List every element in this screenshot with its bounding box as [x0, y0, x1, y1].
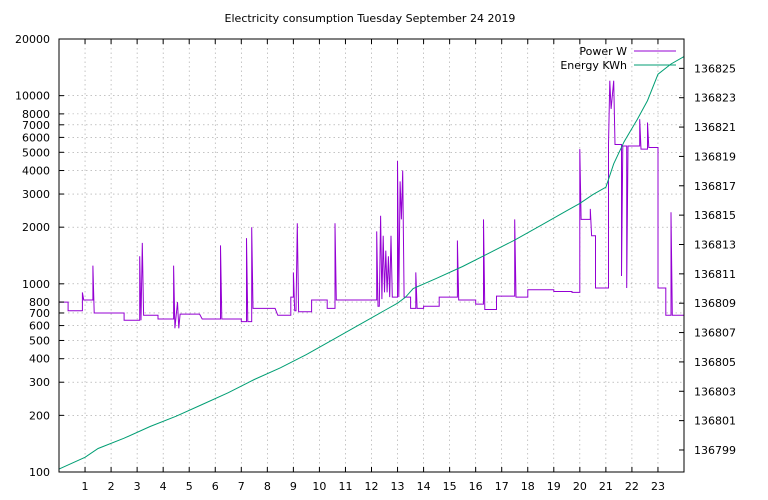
y2-tick-label: 136813	[694, 238, 736, 251]
x-tick-label: 10	[312, 480, 326, 493]
y-tick-label: 200	[29, 409, 50, 422]
y-tick-label: 2000	[22, 221, 50, 234]
legend: Power W Energy KWh	[560, 45, 676, 72]
y-tick-label: 6000	[22, 131, 50, 144]
y-tick-label: 7000	[22, 119, 50, 132]
x-tick-label: 6	[212, 480, 219, 493]
y2-tick-label: 136809	[694, 297, 736, 310]
y2-tick-label: 136825	[694, 62, 736, 75]
y-tick-label: 500	[29, 334, 50, 347]
x-tick-label: 22	[625, 480, 639, 493]
x-tick-label: 13	[391, 480, 405, 493]
y-tick-label: 5000	[22, 146, 50, 159]
x-tick-label: 2	[108, 480, 115, 493]
y-tick-label: 4000	[22, 165, 50, 178]
x-tick-label: 9	[290, 480, 297, 493]
y2-tick-label: 136821	[694, 121, 736, 134]
y-tick-label: 400	[29, 353, 50, 366]
x-tick-label: 18	[521, 480, 535, 493]
y2-tick-label: 136807	[694, 327, 736, 340]
x-tick-label: 11	[338, 480, 352, 493]
x-tick-label: 14	[417, 480, 431, 493]
y-tick-label: 600	[29, 320, 50, 333]
chart-title: Electricity consumption Tuesday Septembe…	[225, 12, 516, 25]
legend-label-power: Power W	[579, 45, 627, 58]
x-tick-label: 16	[469, 480, 483, 493]
y-tick-label: 700	[29, 307, 50, 320]
y-tick-label: 800	[29, 296, 50, 309]
y2-tick-label: 136819	[694, 150, 736, 163]
y2-tick-label: 136801	[694, 415, 736, 428]
y-tick-label: 3000	[22, 188, 50, 201]
y-tick-label: 20000	[15, 33, 50, 46]
axis-layer: 1 2 3 4 5 6 7 8 9 10 11 12 13 14 15 16 17 18 19 20 21 22 23100…	[15, 33, 736, 493]
y-tick-label: 300	[29, 376, 50, 389]
y2-tick-label: 136823	[694, 92, 736, 105]
y2-tick-label: 136811	[694, 268, 736, 281]
legend-label-energy: Energy KWh	[560, 59, 627, 72]
x-tick-label: 5	[186, 480, 193, 493]
x-tick-label: 1	[82, 480, 89, 493]
x-tick-label: 3	[134, 480, 141, 493]
x-tick-label: 19	[547, 480, 561, 493]
y2-tick-label: 136799	[694, 444, 736, 457]
y-tick-label: 10000	[15, 90, 50, 103]
y2-tick-label: 136817	[694, 180, 736, 193]
x-tick-label: 23	[651, 480, 665, 493]
y-tick-label: 1000	[22, 278, 50, 291]
y2-tick-label: 136815	[694, 209, 736, 222]
x-tick-label: 4	[160, 480, 167, 493]
y-tick-label: 100	[29, 466, 50, 479]
x-tick-label: 15	[443, 480, 457, 493]
y2-tick-label: 136803	[694, 385, 736, 398]
x-tick-label: 12	[365, 480, 379, 493]
y-tick-label: 8000	[22, 108, 50, 121]
series-line-energy	[58, 56, 685, 470]
y2-tick-label: 136805	[694, 356, 736, 369]
x-tick-label: 8	[264, 480, 271, 493]
series-line-power	[59, 80, 684, 329]
x-tick-label: 7	[238, 480, 245, 493]
grid-layer	[59, 38, 684, 473]
x-tick-label: 20	[573, 480, 587, 493]
x-tick-label: 17	[495, 480, 509, 493]
series-layer	[58, 56, 685, 470]
x-tick-label: 21	[599, 480, 613, 493]
